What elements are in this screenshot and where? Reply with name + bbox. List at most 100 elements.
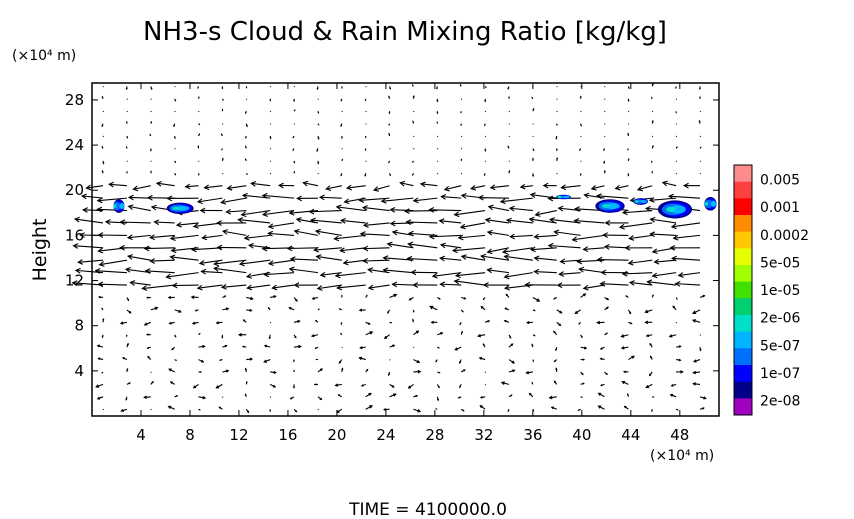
colorbar-swatch	[734, 215, 752, 233]
wind-vector-head	[175, 359, 178, 361]
wind-vector-head	[153, 219, 160, 226]
wind-vector	[478, 197, 509, 199]
wind-vector-head	[556, 124, 558, 127]
wind-vector-head	[528, 216, 535, 223]
wind-vector-head	[224, 344, 228, 348]
wind-vector-head	[676, 409, 679, 411]
wind-vector-head	[244, 145, 247, 148]
wind-vector-head	[672, 234, 679, 241]
wind-vector-head	[532, 157, 534, 160]
x-tick-label: 44	[621, 426, 640, 444]
wind-vector-head	[339, 247, 346, 254]
wind-vector-head	[683, 182, 689, 189]
colorbar-swatch	[734, 198, 752, 216]
wind-vector-head	[221, 87, 224, 90]
wind-vector-head	[267, 223, 274, 230]
wind-vector-head	[340, 332, 342, 335]
wind-vector-head	[167, 405, 172, 409]
wind-vector-head	[531, 96, 533, 99]
y-tick-label: 12	[65, 272, 84, 290]
wind-vector-head	[487, 320, 491, 323]
wind-vector-head	[341, 137, 343, 140]
wind-vector	[390, 209, 414, 212]
wind-vector-head	[388, 132, 391, 135]
wind-vector-head	[698, 87, 701, 90]
wind-vector	[154, 221, 175, 224]
wind-vector-head	[273, 370, 277, 374]
wind-vector-head	[651, 144, 654, 148]
wind-vector-head	[175, 221, 182, 228]
wind-vector-head	[359, 346, 363, 350]
wind-vector-head	[621, 270, 628, 277]
wind-vector	[314, 247, 342, 251]
wind-vector-head	[595, 193, 602, 200]
wind-vector-head	[197, 87, 199, 90]
wind-vector-head	[678, 345, 682, 348]
wind-vector-head	[699, 96, 701, 99]
wind-vector-head	[698, 119, 701, 123]
wind-vector	[478, 334, 486, 337]
wind-vector	[559, 272, 581, 275]
wind-vector-head	[553, 330, 556, 334]
wind-vector-head	[645, 334, 650, 338]
wind-vector-head	[358, 197, 365, 204]
wind-vector-head	[263, 271, 270, 278]
wind-vector-head	[661, 180, 668, 187]
wind-vector	[407, 257, 438, 261]
wind-vector-head	[143, 322, 148, 326]
wind-vector-head	[460, 158, 463, 161]
wind-vector-head	[559, 258, 566, 265]
wind-vector-head	[391, 281, 398, 288]
wind-vector-head	[553, 297, 556, 300]
wind-vector-head	[590, 185, 597, 191]
wind-vector	[413, 408, 421, 412]
wind-vector-head	[240, 211, 247, 218]
wind-vector	[289, 210, 318, 214]
wind-vector-head	[225, 208, 232, 215]
wind-vector-head	[317, 111, 320, 114]
wind-vector-head	[362, 222, 369, 228]
wind-vector-head	[339, 217, 346, 224]
colorbar-label: 0.0002	[760, 228, 809, 244]
wind-vector-head	[597, 392, 602, 396]
wind-vector	[490, 185, 510, 189]
wind-vector	[109, 183, 127, 187]
cloud-patch	[634, 200, 639, 203]
wind-vector	[150, 110, 152, 113]
wind-vector-head	[553, 380, 557, 383]
wind-vector	[221, 197, 247, 204]
wind-vector-head	[202, 395, 207, 400]
wind-vector	[199, 259, 223, 264]
wind-vector-head	[670, 255, 677, 262]
wind-vector	[580, 160, 582, 162]
wind-vector-head	[533, 233, 540, 240]
wind-vector	[269, 85, 272, 88]
wind-vector-head	[125, 335, 128, 338]
wind-vector-head	[201, 234, 208, 241]
wind-vector	[387, 243, 414, 249]
wind-vector-head	[95, 384, 100, 388]
wind-vector-head	[504, 307, 507, 310]
wind-vector-head	[127, 194, 134, 201]
wind-vector	[561, 185, 581, 189]
wind-vector	[317, 408, 319, 411]
wind-vector-head	[364, 99, 367, 102]
wind-vector-head	[263, 344, 268, 348]
wind-vector-head	[388, 112, 391, 115]
wind-vector-head	[219, 359, 222, 361]
wind-vector-head	[620, 346, 625, 350]
wind-vector-head	[558, 271, 565, 277]
wind-vector-head	[389, 87, 392, 90]
y-axis-ticks: 4 8 12 16 20 24 28	[65, 91, 719, 380]
wind-vector	[293, 123, 296, 125]
wind-vector	[102, 135, 105, 138]
wind-vector-head	[144, 268, 151, 274]
wind-vector-head	[532, 174, 535, 178]
wind-vector	[128, 255, 151, 261]
wind-vector-head	[382, 255, 389, 262]
wind-vector-head	[674, 281, 681, 287]
wind-vector-head	[393, 393, 397, 397]
wind-vector-head	[438, 371, 441, 374]
wind-vector	[652, 272, 677, 277]
wind-vector	[413, 346, 415, 349]
